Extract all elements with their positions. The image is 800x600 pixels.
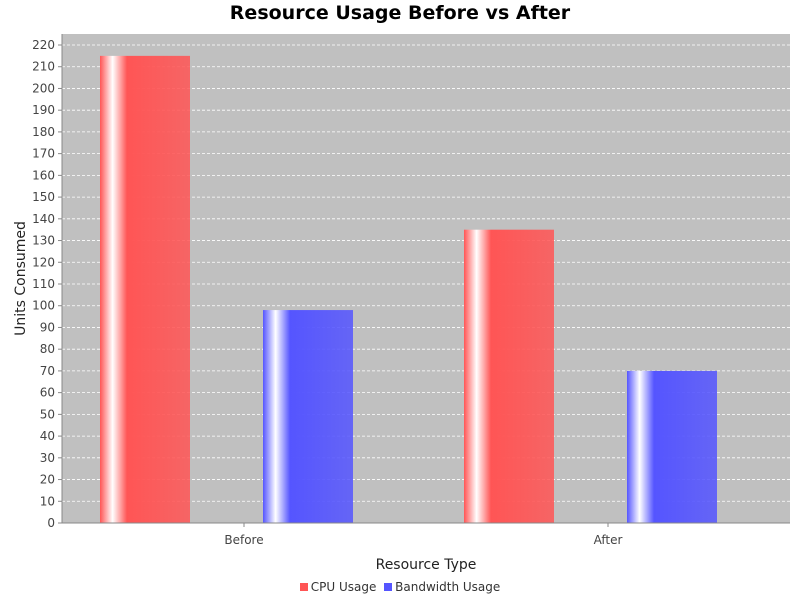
- y-tick-label: 10: [40, 494, 55, 508]
- y-tick-label: 100: [32, 299, 55, 313]
- chart-title: Resource Usage Before vs After: [229, 2, 571, 24]
- axes: 0 10 20 30 40 50 60 70 80 90 100 110 120 130 140 150 160…: [32, 34, 790, 547]
- y-tick-label: 150: [32, 190, 55, 204]
- y-tick-label: 50: [40, 407, 55, 421]
- bar-bandwidth-usage-after: [627, 370, 717, 523]
- y-tick-label: 220: [32, 38, 55, 52]
- bar-cpu-usage-before: [100, 55, 190, 523]
- y-tick-label: 30: [40, 451, 55, 465]
- y-tick-label: 0: [47, 516, 55, 530]
- y-tick-label: 180: [32, 125, 55, 139]
- y-tick-label: 120: [32, 255, 55, 269]
- y-tick-label: 210: [32, 60, 55, 74]
- y-tick-label: 20: [40, 473, 55, 487]
- legend-swatch-cpu: [299, 583, 308, 591]
- y-tick-label: 170: [32, 147, 55, 161]
- y-tick-label: 160: [32, 168, 55, 182]
- bar-cpu-usage-after: [464, 229, 554, 523]
- y-axis-label: Units Consumed: [13, 221, 29, 336]
- y-tick-label: 70: [40, 364, 55, 378]
- y-tick-label: 200: [32, 81, 55, 95]
- legend-item-bandwidth: Bandwidth Usage: [384, 580, 500, 594]
- x-tick-label-after: After: [594, 533, 623, 547]
- y-tick-label: 130: [32, 234, 55, 248]
- y-tick-label: 140: [32, 212, 55, 226]
- legend-swatch-bandwidth: [384, 583, 393, 591]
- y-tick-label: 40: [40, 429, 55, 443]
- legend-label-bandwidth: Bandwidth Usage: [395, 580, 501, 594]
- y-tick-label: 80: [40, 342, 55, 356]
- y-tick-label: 110: [32, 277, 55, 291]
- bars: [100, 55, 717, 523]
- x-axis-label: Resource Type: [376, 557, 477, 573]
- y-tick-label: 60: [40, 386, 55, 400]
- bar-bandwidth-usage-before: [263, 310, 353, 523]
- legend-label-cpu: CPU Usage: [310, 580, 377, 594]
- y-tick-label: 90: [40, 320, 55, 334]
- legend-item-cpu: CPU Usage: [299, 580, 377, 594]
- x-tick-label-before: Before: [224, 533, 263, 547]
- legend: CPU Usage Bandwidth Usage: [0, 580, 800, 594]
- y-tick-label: 190: [32, 103, 55, 117]
